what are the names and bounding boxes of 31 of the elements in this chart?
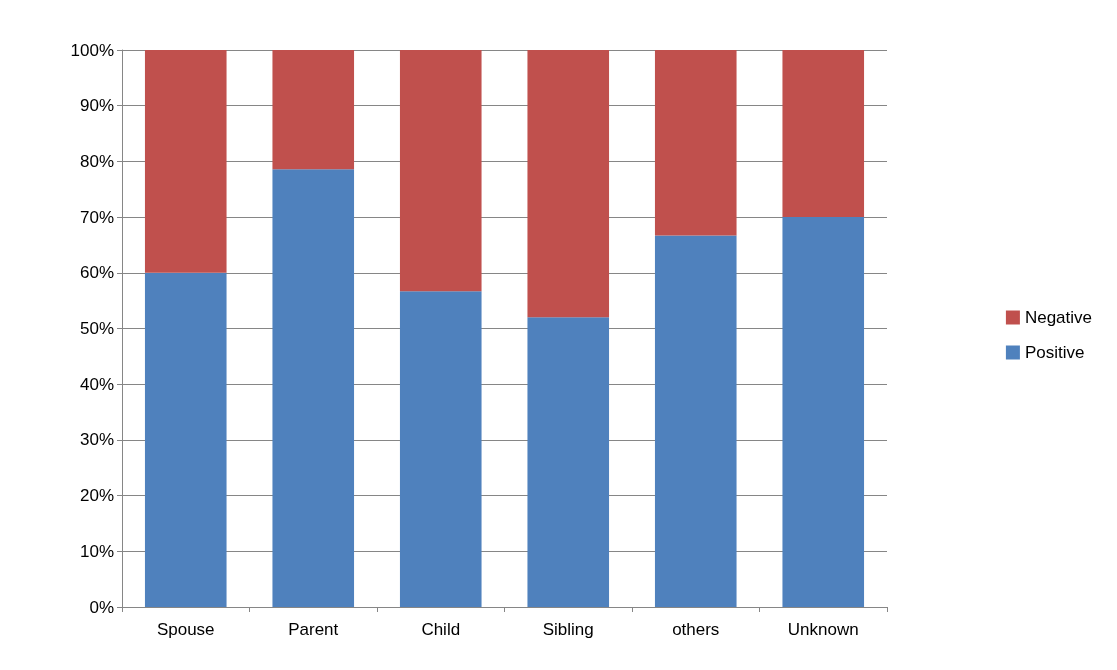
y-tick-label: 80% (79, 151, 114, 171)
x-tick-label: Parent (288, 620, 339, 639)
y-tick-label: 40% (79, 374, 114, 394)
y-tick-label: 0% (89, 597, 114, 617)
bar (144, 50, 227, 273)
bar (654, 50, 737, 236)
y-tick-label: 100% (70, 40, 114, 60)
y-tick-label: 90% (79, 96, 114, 116)
bar (527, 50, 610, 318)
y-tick-label: 50% (79, 319, 114, 338)
y-tick-label: 70% (79, 207, 114, 227)
bar (399, 50, 482, 292)
bar (782, 217, 865, 607)
x-tick-label: Spouse (156, 620, 215, 639)
x-tick-label: others (672, 620, 720, 639)
legend-label: Positive (1024, 343, 1085, 362)
bar (272, 50, 355, 170)
x-tick-label: Sibling (542, 620, 594, 639)
y-tick-label: 30% (79, 430, 114, 450)
bar (527, 317, 610, 607)
y-tick-label: 20% (79, 486, 114, 506)
x-tick-label: Child (421, 620, 461, 639)
legend-label: Negative (1024, 308, 1093, 327)
x-tick-label: Unknown (787, 620, 859, 639)
bar (654, 235, 737, 607)
bar (399, 291, 482, 607)
bar (144, 272, 227, 607)
bar (782, 50, 865, 218)
y-tick-label: 10% (79, 541, 114, 561)
bar (272, 169, 355, 607)
y-tick-label: 60% (79, 263, 114, 283)
